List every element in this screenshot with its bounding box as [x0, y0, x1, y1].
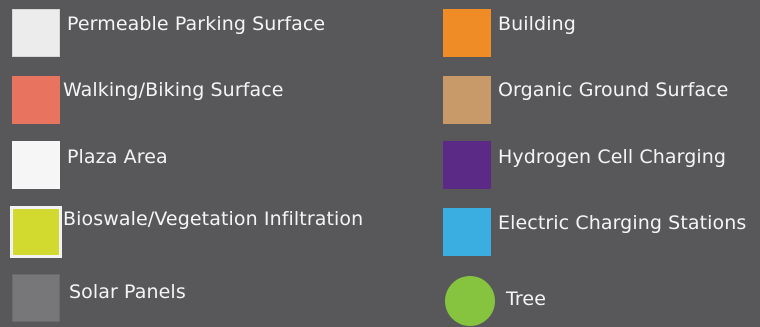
electric-charging-swatch	[443, 208, 491, 256]
permeable-parking-swatch	[12, 9, 60, 57]
solar-panels-swatch	[12, 274, 60, 322]
plaza-area-label: Plaza Area	[67, 146, 168, 168]
walking-biking-label: Walking/Biking Surface	[63, 79, 284, 101]
bioswale-swatch	[10, 206, 62, 258]
permeable-parking-label: Permeable Parking Surface	[67, 13, 326, 35]
building-swatch	[443, 9, 491, 57]
organic-ground-swatch	[443, 76, 491, 124]
hydrogen-cell-label: Hydrogen Cell Charging	[498, 146, 727, 168]
organic-ground-label: Organic Ground Surface	[498, 79, 729, 101]
solar-panels-label: Solar Panels	[69, 281, 186, 303]
hydrogen-cell-swatch	[443, 141, 491, 189]
walking-biking-swatch	[12, 76, 60, 124]
building-label: Building	[498, 13, 576, 35]
tree-swatch	[445, 276, 495, 326]
tree-label: Tree	[506, 288, 546, 310]
electric-charging-label: Electric Charging Stations	[498, 212, 747, 234]
plaza-area-swatch	[12, 141, 60, 189]
bioswale-label: Bioswale/Vegetation Infiltration	[63, 208, 364, 230]
